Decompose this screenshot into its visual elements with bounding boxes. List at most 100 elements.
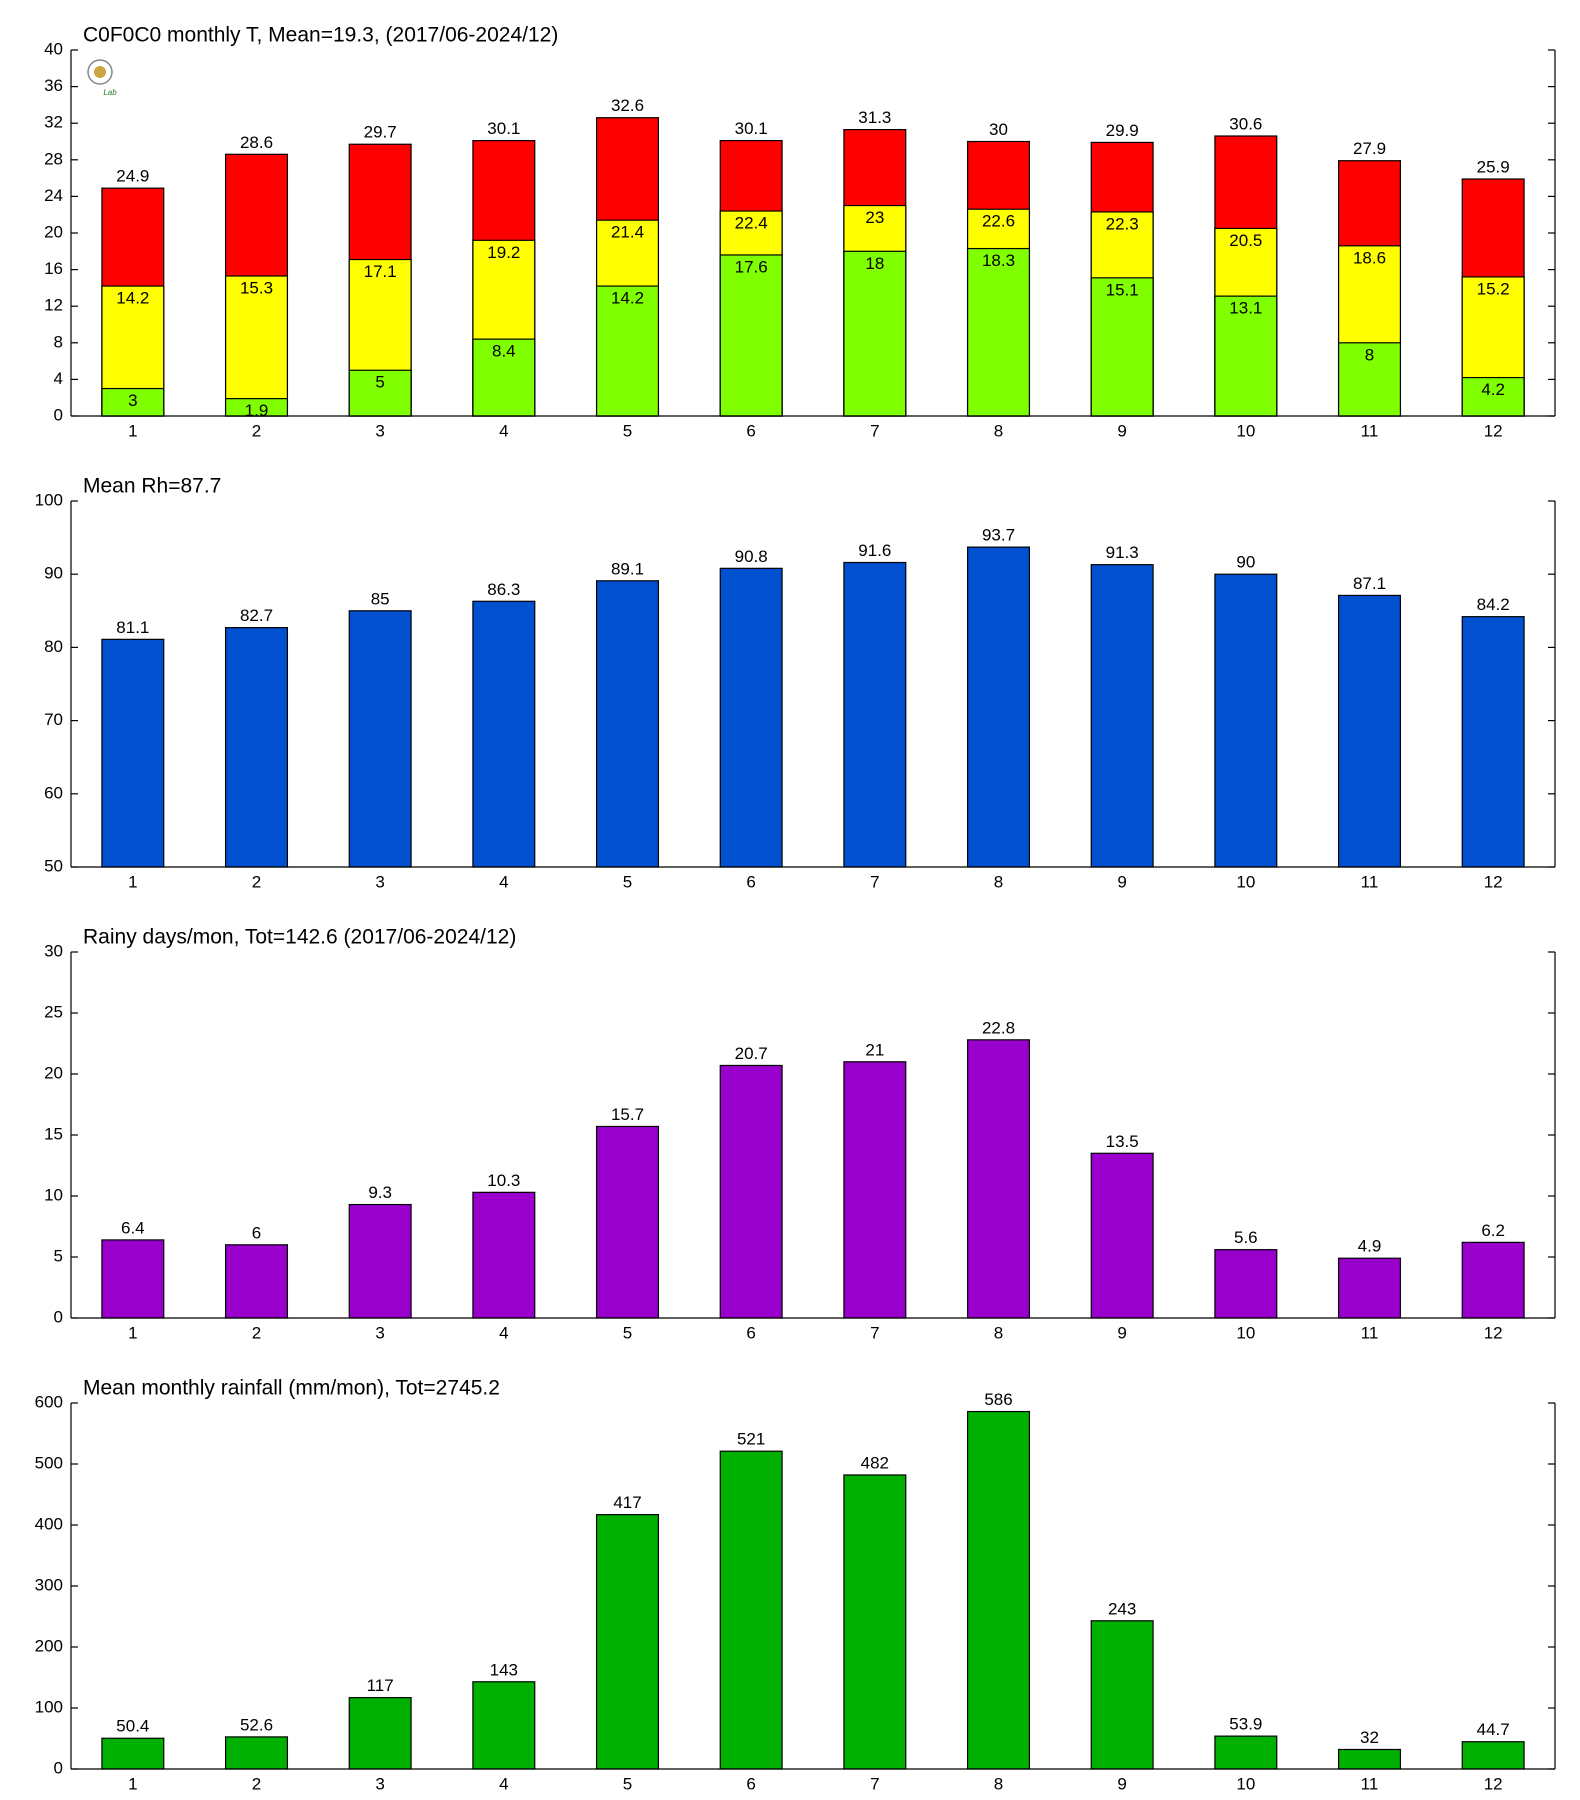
y-tick-label: 0 [54,1307,63,1326]
data-label: 30.1 [487,119,520,138]
x-tick-label: 7 [870,872,879,891]
data-label: 27.9 [1353,139,1386,158]
bar [224,275,289,417]
x-tick-label: 1 [128,872,137,891]
bar [595,580,660,868]
x-tick-label: 2 [252,1323,261,1342]
data-label: 15.3 [240,278,273,297]
bar [101,387,165,417]
data-label: 17.6 [735,257,768,276]
bar [1461,1741,1525,1770]
data-label: 18 [865,254,884,273]
bar [843,561,907,868]
data-label: 85 [371,589,390,608]
data-label: 21 [865,1040,884,1059]
y-tick-label: 500 [35,1453,63,1472]
data-label: 117 [367,1676,394,1695]
data-label: 30 [989,120,1008,139]
bar [348,1203,412,1319]
data-label: 4.2 [1481,380,1505,399]
bar [843,1474,907,1770]
y-tick-label: 15 [44,1124,63,1143]
data-label: 31.3 [858,108,891,127]
data-label: 6.2 [1481,1221,1505,1240]
y-tick-label: 60 [44,783,63,802]
data-label: 243 [1108,1599,1136,1618]
x-tick-label: 3 [375,1323,384,1342]
bar [224,1244,289,1319]
bar [472,1681,536,1770]
bar [1461,616,1525,868]
chart-title: Rainy days/mon, Tot=142.6 (2017/06-2024/… [83,926,516,949]
bar [1337,1748,1402,1770]
bar [843,1061,907,1319]
data-label: 22.6 [982,212,1015,231]
data-label: 53.9 [1229,1715,1262,1734]
bar [1214,573,1278,868]
bar [1214,1735,1278,1770]
y-tick-label: 20 [44,1063,63,1082]
x-tick-label: 1 [128,1774,137,1793]
x-tick-label: 11 [1361,1323,1379,1342]
data-label: 22.4 [735,214,768,233]
data-label: 23 [865,208,884,227]
y-tick-label: 100 [35,490,63,509]
y-tick-label: 28 [44,149,63,168]
x-tick-label: 12 [1484,1323,1503,1342]
data-label: 482 [861,1453,889,1472]
y-tick-label: 25 [44,1002,63,1021]
data-label: 8.4 [492,342,516,361]
data-label: 6 [252,1223,261,1242]
x-tick-label: 10 [1236,1323,1255,1342]
y-tick-label: 80 [44,637,63,656]
y-tick-label: 40 [44,39,63,58]
y-tick-label: 0 [54,405,63,424]
data-label: 82.7 [240,606,273,625]
data-label: 30.6 [1229,114,1262,133]
x-tick-label: 10 [1236,421,1255,440]
data-label: 15.2 [1477,279,1510,298]
bar [719,1064,783,1319]
x-tick-label: 5 [623,421,632,440]
x-tick-label: 12 [1484,872,1503,891]
data-label: 8 [1365,345,1374,364]
data-label: 90.8 [735,547,768,566]
data-label: 28.6 [240,133,273,152]
data-label: 5.6 [1234,1228,1258,1247]
y-tick-label: 100 [35,1697,63,1716]
data-label: 21.4 [611,223,644,242]
x-tick-label: 3 [375,421,384,440]
bar [966,546,1031,868]
x-tick-label: 1 [128,421,137,440]
x-tick-label: 2 [252,421,261,440]
x-tick-label: 5 [623,1774,632,1793]
y-tick-label: 10 [44,1185,63,1204]
y-tick-label: 32 [44,113,63,132]
y-tick-label: 12 [44,296,63,315]
data-label: 17.1 [364,262,397,281]
data-label: 14.2 [611,289,644,308]
bar [224,1736,289,1770]
bar [1214,295,1278,417]
x-tick-label: 4 [499,421,508,440]
x-tick-label: 4 [499,1323,508,1342]
data-label: 89.1 [611,559,644,578]
data-label: 91.3 [1106,543,1139,562]
data-label: 50.4 [116,1717,149,1736]
y-tick-label: 8 [54,332,63,351]
data-label: 586 [984,1390,1012,1409]
bar [719,254,783,417]
y-tick-label: 5 [54,1246,63,1265]
x-tick-label: 2 [252,1774,261,1793]
chart-title: Mean monthly rainfall (mm/mon), Tot=2745… [83,1377,500,1400]
x-tick-label: 6 [746,1774,755,1793]
chart-title: Mean Rh=87.7 [83,475,221,498]
data-label: 6.4 [121,1218,145,1237]
data-label: 32 [1360,1728,1379,1747]
data-label: 25.9 [1477,157,1510,176]
svg-text:Lab: Lab [103,88,117,97]
bar [966,1410,1031,1770]
logo: Lab [87,59,117,97]
x-tick-label: 2 [252,872,261,891]
bar [719,1450,783,1770]
